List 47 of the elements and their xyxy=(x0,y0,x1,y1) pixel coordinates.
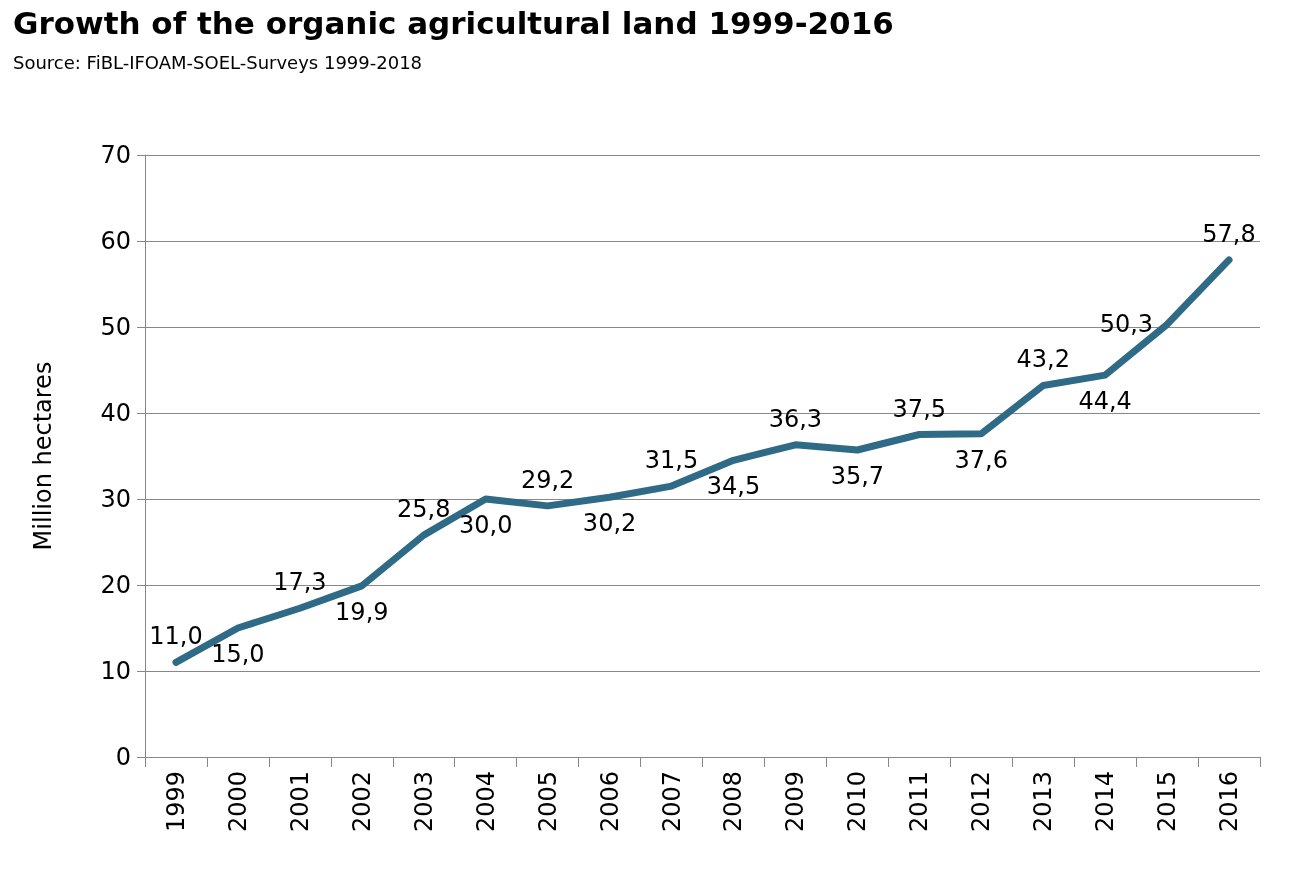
x-tick-label: 2013 xyxy=(1029,771,1058,833)
chart-subtitle: Source: FiBL-IFOAM-SOEL-Surveys 1999-2018 xyxy=(13,51,423,73)
x-tick-label: 2006 xyxy=(595,771,624,833)
data-label: 57,8 xyxy=(1202,219,1256,248)
y-tick-label: 40 xyxy=(100,399,131,427)
x-tick-label: 2000 xyxy=(223,771,252,833)
data-label: 37,6 xyxy=(954,445,1008,474)
data-label: 17,3 xyxy=(273,568,327,597)
x-tick-label: 2010 xyxy=(843,771,872,833)
y-tick-label: 60 xyxy=(100,227,131,255)
y-tick-label: 20 xyxy=(100,571,131,599)
data-label: 31,5 xyxy=(644,446,699,475)
data-label: 15,0 xyxy=(211,640,265,668)
x-tick-label: 2002 xyxy=(347,771,376,833)
x-tick-label: 2012 xyxy=(967,771,996,833)
x-tick-label: 2014 xyxy=(1091,771,1120,833)
y-axis-title: Million hectares xyxy=(29,361,57,551)
data-label: 44,4 xyxy=(1078,387,1132,416)
y-tick-label: 0 xyxy=(115,743,131,771)
data-label: 19,9 xyxy=(335,597,389,626)
x-tick-label: 2003 xyxy=(409,771,438,833)
x-tick-label: 2007 xyxy=(657,771,686,833)
data-label: 30,2 xyxy=(582,509,637,538)
y-tick-label: 70 xyxy=(100,141,131,169)
x-tick-label: 2009 xyxy=(781,771,810,833)
data-label: 25,8 xyxy=(397,495,451,524)
y-tick-label: 50 xyxy=(100,313,131,341)
data-label: 30,0 xyxy=(458,511,513,539)
x-tick-label: 2016 xyxy=(1215,771,1244,833)
data-label: 11,0 xyxy=(149,622,203,651)
data-label: 37,5 xyxy=(892,394,947,423)
x-tick-label: 2008 xyxy=(719,771,748,833)
data-label: 35,7 xyxy=(830,461,885,490)
data-label: 34,5 xyxy=(706,472,761,501)
data-label: 36,3 xyxy=(768,404,823,433)
x-tick-label: 2004 xyxy=(471,771,500,833)
x-tick-label: 1999 xyxy=(161,771,190,833)
y-tick-label: 10 xyxy=(100,657,131,685)
data-label: 29,2 xyxy=(520,465,575,494)
data-label: 43,2 xyxy=(1016,345,1070,374)
data-label: 50,3 xyxy=(1099,310,1154,339)
x-tick-label: 2005 xyxy=(533,771,562,833)
y-tick-label: 30 xyxy=(100,485,131,513)
x-tick-label: 2015 xyxy=(1153,771,1182,833)
x-tick-label: 2001 xyxy=(285,771,314,833)
chart-title: Growth of the organic agricultural land 1999-2016 xyxy=(13,4,894,41)
x-tick-label: 2011 xyxy=(905,771,934,833)
